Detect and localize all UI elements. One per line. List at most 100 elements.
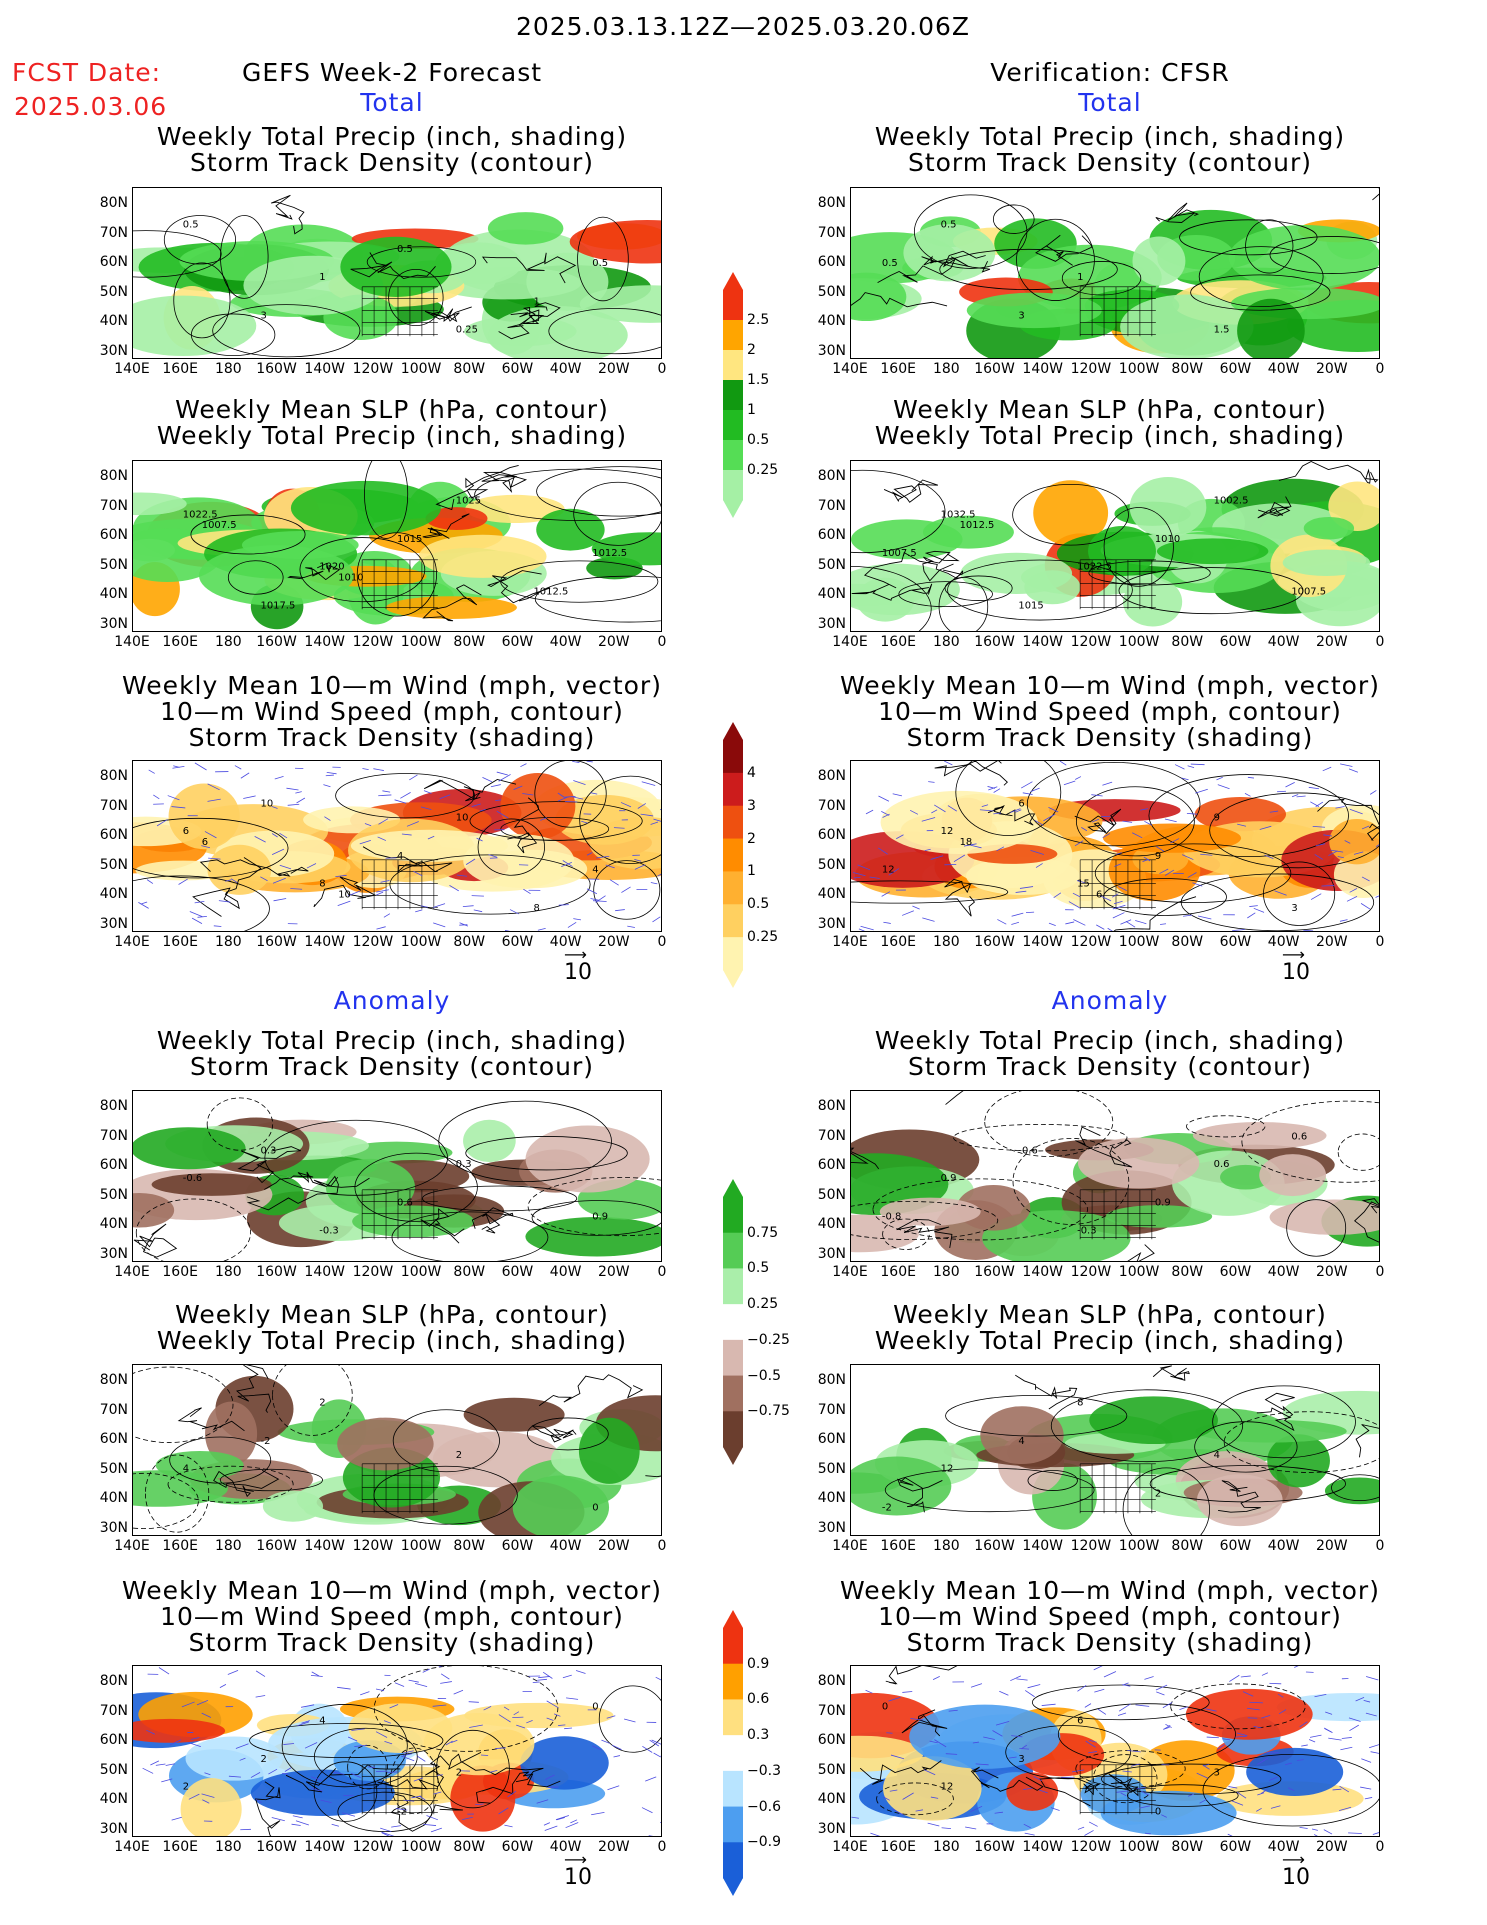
wind-vector <box>1360 903 1371 910</box>
wind-vector <box>1139 1805 1151 1809</box>
coastline <box>863 551 964 589</box>
wind-vector <box>1164 818 1177 823</box>
lon-tick-label: 160E <box>162 361 198 377</box>
map-graphic: 1032.5 1022.5 1002.5 1007.5 1015 1010 1007.5 10… <box>851 461 1379 631</box>
wind-vector <box>892 793 903 797</box>
lat-tick-label: 30N <box>817 915 846 932</box>
wind-vector <box>1206 1736 1219 1739</box>
lat-tick-label: 70N <box>99 1702 128 1719</box>
lon-tick-label: 0 <box>1375 1264 1385 1280</box>
wind-vector <box>1269 810 1279 813</box>
contour-line <box>1149 1465 1347 1503</box>
lon-tick-label: 120W <box>352 634 394 650</box>
contour-line <box>1148 774 1349 858</box>
lat-tick-label: 40N <box>817 1490 846 1506</box>
wind-vector <box>1340 763 1353 767</box>
lon-tick-label: 120W <box>1070 934 1112 950</box>
wind-vector <box>413 1777 424 1782</box>
contour-line <box>1212 1385 1356 1459</box>
wind-vector <box>1198 915 1212 920</box>
wind-vector <box>557 792 565 798</box>
wind-vector <box>1059 761 1067 766</box>
wind-vector <box>566 1697 579 1700</box>
contour-label: -0.3 <box>1077 1225 1096 1236</box>
right-column-title: Verification: CFSR <box>990 58 1230 87</box>
lat-tick-label: 60N <box>817 1431 846 1447</box>
contour-label: 12 <box>941 1782 954 1793</box>
wind-vector <box>171 1816 182 1821</box>
lat-tick-label: 40N <box>817 586 846 602</box>
wind-vector <box>1030 850 1044 855</box>
wind-vector <box>286 787 299 791</box>
coastline <box>1317 798 1379 841</box>
contour-line <box>945 1394 1128 1437</box>
wind-vector <box>634 864 646 870</box>
wind-vector <box>1363 1700 1371 1703</box>
lat-tick-label: 50N <box>817 556 846 573</box>
lat-tick-label: 60N <box>817 527 846 543</box>
wind-vector <box>1114 863 1122 867</box>
wind-vector <box>1285 1762 1292 1766</box>
section-total-right: Total <box>1078 88 1142 117</box>
contour-label: 9 <box>1214 812 1220 823</box>
wind-vector <box>641 781 656 786</box>
colorbar-segment <box>723 380 743 411</box>
wind-vector <box>1065 921 1075 925</box>
wind-vector <box>1348 1832 1362 1834</box>
wind-vector <box>1364 1797 1373 1800</box>
contour-label: 1007.5 <box>882 548 917 559</box>
wind-vector <box>883 921 891 924</box>
wind-vector <box>304 1742 318 1749</box>
contour-label: 1032.5 <box>941 509 976 520</box>
wind-vector <box>1328 1737 1342 1741</box>
panel-title-line: Weekly Total Precip (inch, shading) <box>156 1326 628 1355</box>
wind-vector <box>273 898 287 902</box>
lon-tick-label: 120W <box>352 1839 394 1855</box>
contour-line <box>169 1436 272 1484</box>
wind-vector <box>1361 1758 1372 1763</box>
wind-vector <box>637 803 646 809</box>
wind-vector <box>888 868 900 876</box>
contour-label: 1 <box>533 297 539 308</box>
wind-vector <box>341 1812 356 1817</box>
wind-vector <box>218 900 231 903</box>
wind-vector <box>255 1798 262 1803</box>
wind-vector <box>1370 1751 1379 1754</box>
wind-vector <box>886 1732 893 1734</box>
wind-vector <box>1187 765 1195 769</box>
coastline <box>199 859 309 877</box>
wind-vector <box>1084 1703 1092 1708</box>
wind-vector <box>373 768 384 771</box>
lon-tick-label: 180 <box>214 1264 242 1280</box>
wind-vector <box>556 1817 565 1821</box>
colorbar-tick-label: −0.9 <box>747 1834 781 1851</box>
wind-vector <box>1155 846 1165 852</box>
wind-vector <box>1227 1833 1233 1836</box>
shading-region <box>525 1125 650 1193</box>
colorbar-segment <box>723 1304 743 1341</box>
wind-vector <box>272 877 286 884</box>
lon-tick-label: 140E <box>832 1538 868 1554</box>
lon-tick-label: 160E <box>162 1839 198 1855</box>
vector-reference: ⟶ 10 <box>564 1852 592 1891</box>
wind-vector <box>456 874 467 877</box>
wind-vector <box>310 1776 322 1781</box>
wind-vector <box>970 844 982 849</box>
contour-label: 1010 <box>338 573 363 584</box>
wind-vector <box>620 802 632 808</box>
wind-vector <box>395 1807 408 1811</box>
contour-line <box>876 1782 954 1816</box>
shading-region <box>1156 538 1269 565</box>
lon-tick-label: 100W <box>400 1839 442 1855</box>
wind-vector <box>331 1823 340 1827</box>
lon-tick-label: 20W <box>1315 934 1348 950</box>
shading-region <box>909 1704 1061 1769</box>
panel-title-R6: Weekly Mean 10—m Wind (mph, vector) 10—m … <box>840 1578 1380 1656</box>
wind-vector <box>953 854 966 863</box>
lon-tick-label: 140E <box>114 1839 150 1855</box>
lon-tick-label: 160E <box>162 934 198 950</box>
lon-tick-label: 80W <box>453 361 486 377</box>
wind-vector <box>451 1739 458 1743</box>
wind-vector <box>417 1755 426 1762</box>
contour-line <box>389 854 591 915</box>
